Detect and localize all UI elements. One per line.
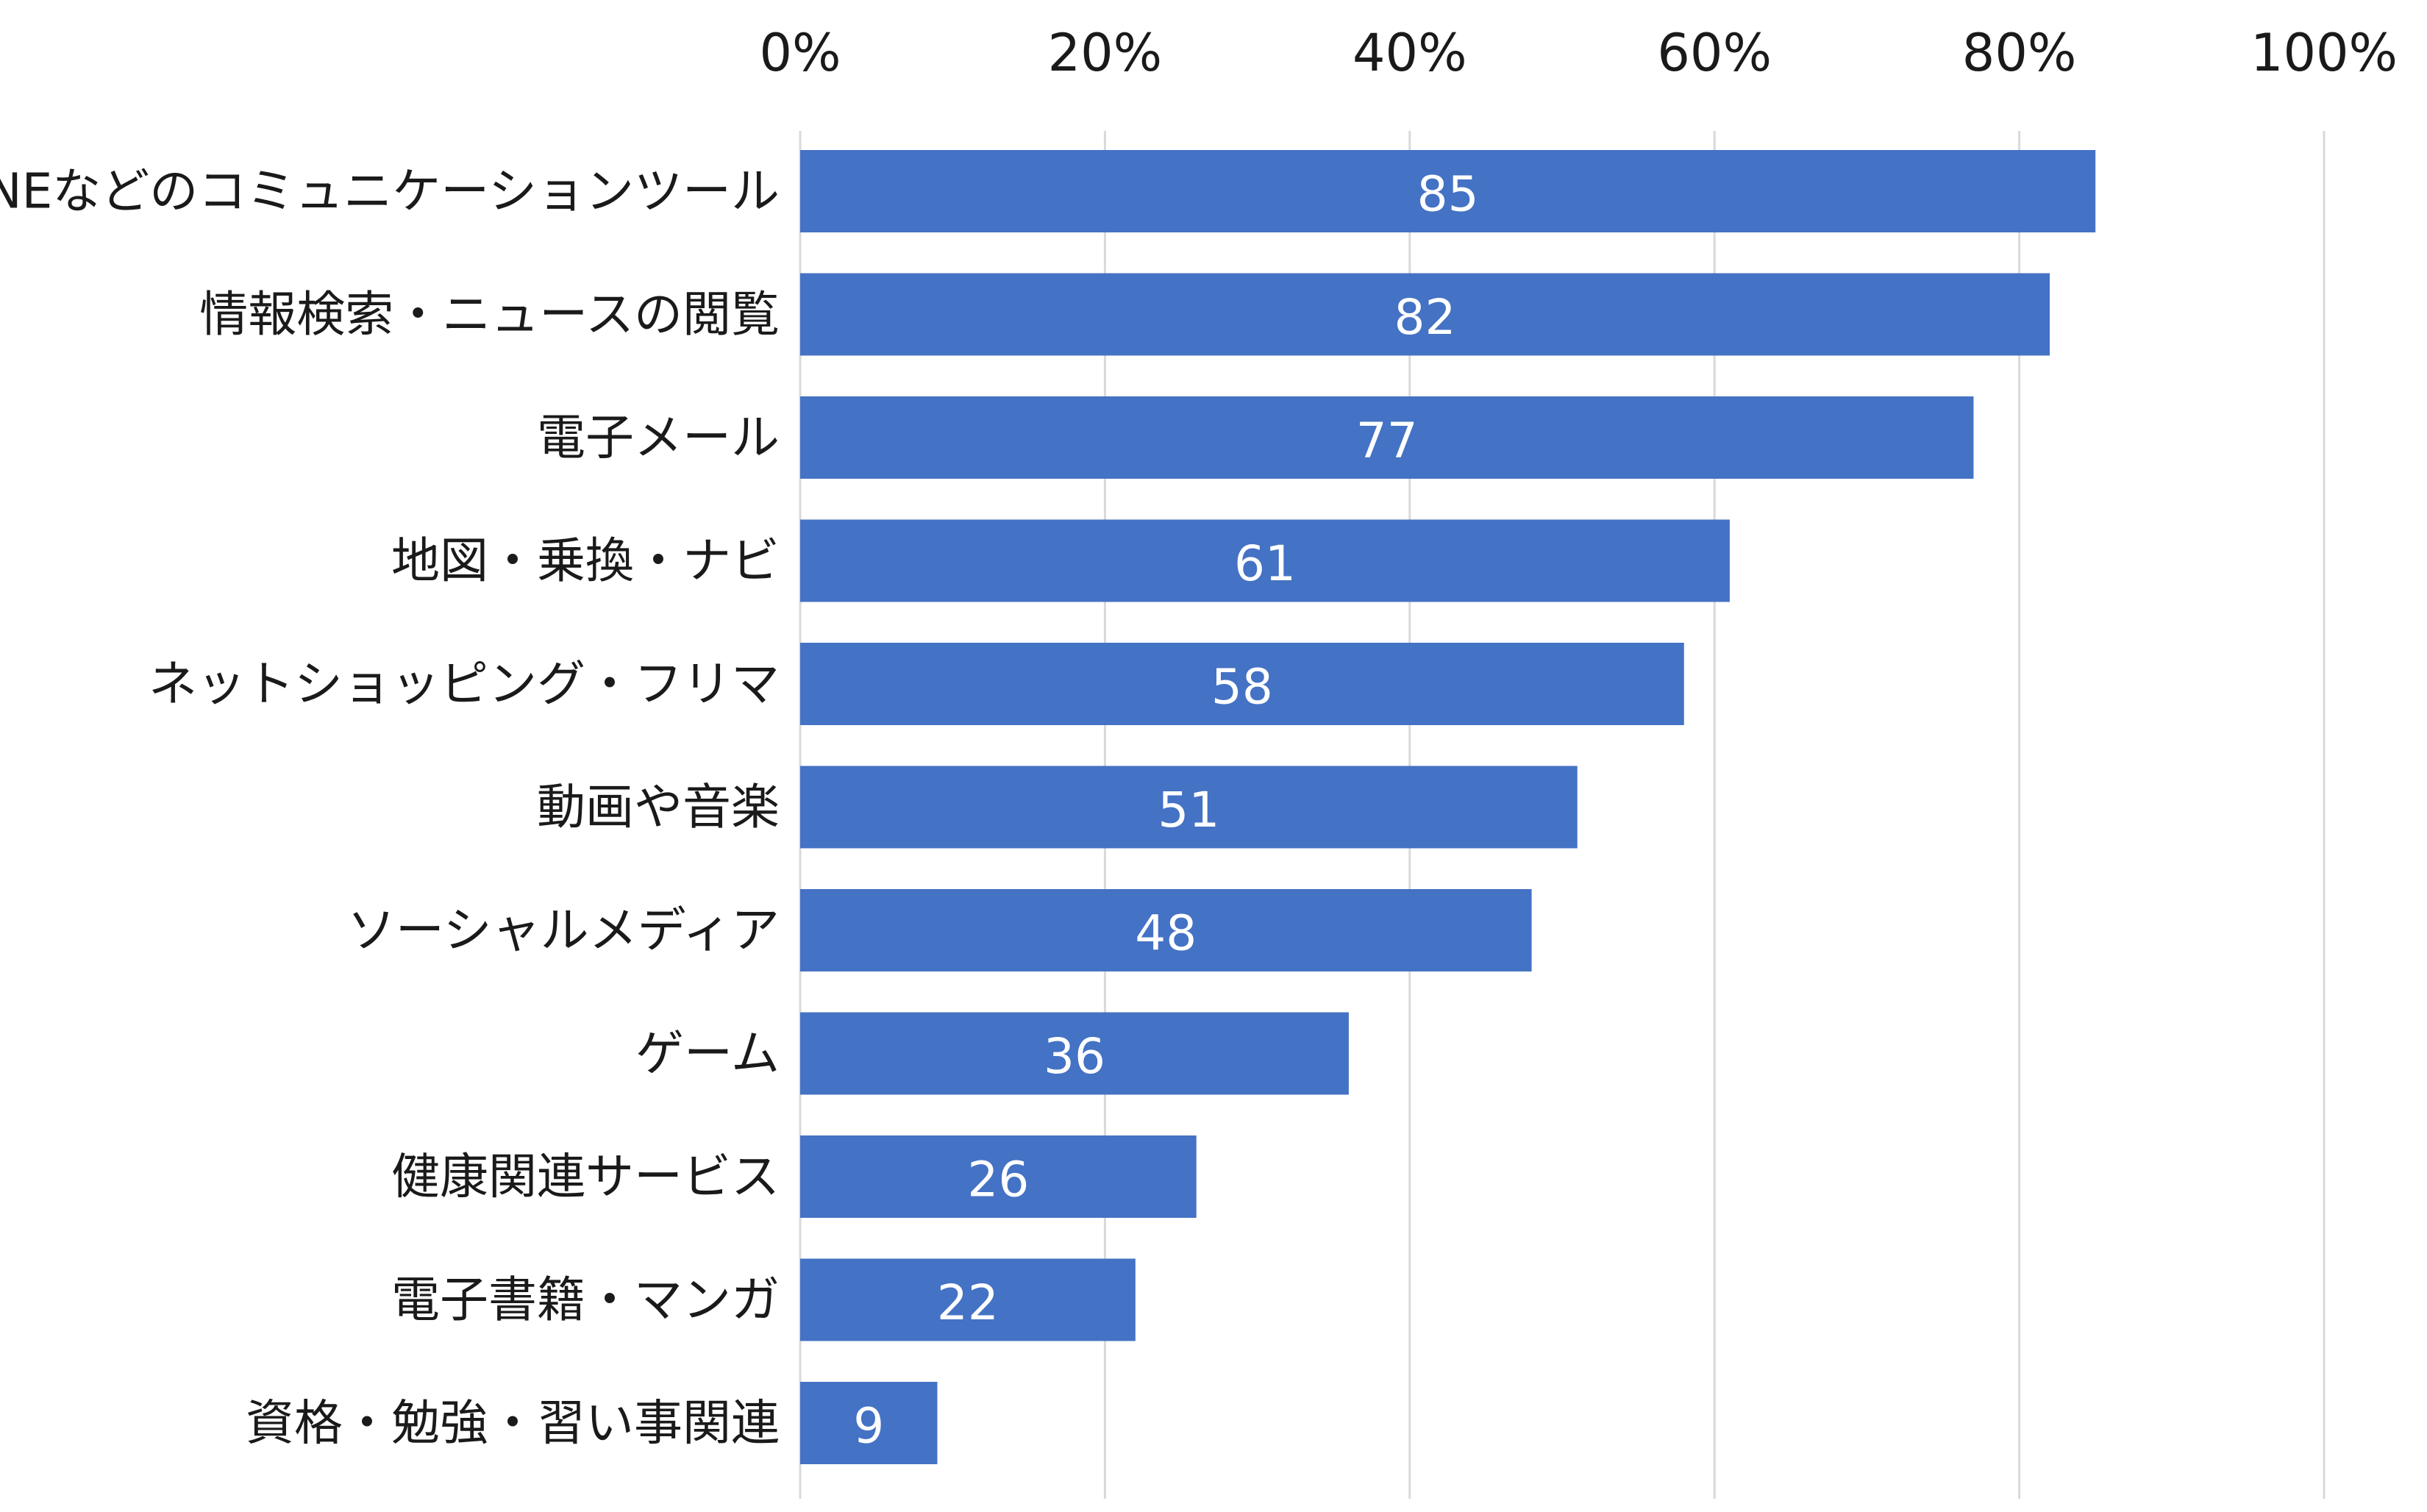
category-label: 動画や音楽 bbox=[537, 779, 780, 835]
category-label: 資格・勉強・習い事関連 bbox=[246, 1395, 780, 1452]
bar bbox=[800, 1382, 938, 1464]
category-label: ゲーム bbox=[635, 1025, 780, 1082]
data-label: 61 bbox=[1234, 535, 1296, 592]
data-label: 77 bbox=[1356, 413, 1418, 469]
data-labels: 85 82 77 61 58 51 48 36 26 22 9 bbox=[853, 166, 1478, 1455]
bar bbox=[800, 150, 2096, 232]
bars bbox=[800, 150, 2096, 1464]
bar bbox=[800, 519, 1730, 602]
x-tick-label: 20% bbox=[1048, 23, 1163, 83]
bar bbox=[800, 273, 2050, 356]
category-label: ネットショッピング・フリマ bbox=[149, 656, 780, 713]
data-label: 26 bbox=[967, 1152, 1029, 1208]
category-label: LINEなどのコミュニケーションツール bbox=[0, 163, 780, 220]
data-label: 82 bbox=[1394, 289, 1456, 346]
category-label: 電子書籍・マンガ bbox=[391, 1272, 780, 1328]
bar bbox=[800, 1258, 1136, 1341]
data-label: 51 bbox=[1158, 782, 1219, 838]
data-label: 58 bbox=[1211, 659, 1273, 716]
category-label: ソーシャルメディア bbox=[347, 902, 780, 959]
x-axis-ticks: 0% 20% 40% 60% 80% 100% bbox=[759, 23, 2398, 83]
data-label: 36 bbox=[1044, 1028, 1105, 1085]
category-label: 情報検索・ニュースの閲覧 bbox=[199, 286, 780, 343]
data-label: 85 bbox=[1417, 166, 1479, 223]
category-label: 地図・乗換・ナビ bbox=[391, 532, 780, 589]
category-label: 電子メール bbox=[537, 410, 780, 466]
x-tick-label: 40% bbox=[1353, 23, 1467, 83]
bar bbox=[800, 643, 1684, 725]
bar bbox=[800, 766, 1578, 849]
category-label: 健康関連サービス bbox=[391, 1149, 780, 1205]
x-tick-label: 0% bbox=[759, 23, 841, 83]
x-tick-label: 80% bbox=[1962, 23, 2077, 83]
bar bbox=[800, 396, 1974, 479]
bar bbox=[800, 889, 1532, 971]
x-tick-label: 100% bbox=[2250, 23, 2398, 83]
data-label: 22 bbox=[937, 1274, 999, 1331]
bar bbox=[800, 1135, 1197, 1218]
data-label: 9 bbox=[853, 1398, 884, 1455]
bar bbox=[800, 1012, 1349, 1095]
x-tick-label: 60% bbox=[1657, 23, 1772, 83]
category-labels: LINEなどのコミュニケーションツール情報検索・ニュースの閲覧電子メール地図・乗… bbox=[0, 163, 780, 1452]
data-label: 48 bbox=[1135, 905, 1197, 962]
